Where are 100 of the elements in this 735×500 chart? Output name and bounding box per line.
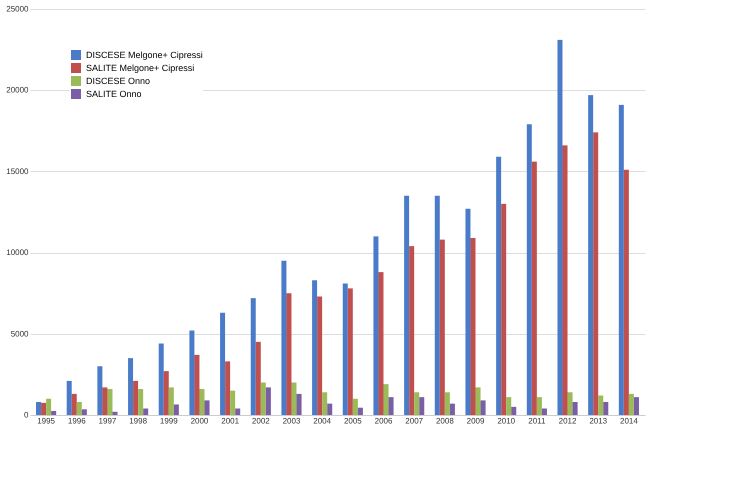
bar xyxy=(373,236,378,415)
x-tick-label: 2006 xyxy=(374,416,393,426)
bar xyxy=(618,104,624,415)
bar xyxy=(256,342,261,415)
bar xyxy=(557,40,562,415)
y-tick-label: 5000 xyxy=(10,329,30,338)
legend-label: DISCESE Onno xyxy=(86,76,150,86)
bar xyxy=(624,170,629,415)
bar xyxy=(204,400,210,415)
bar xyxy=(588,95,594,415)
bar xyxy=(107,389,112,415)
x-tick-label: 2000 xyxy=(190,416,209,426)
bar xyxy=(51,410,56,415)
bar xyxy=(143,408,148,415)
bar xyxy=(414,392,420,415)
bar xyxy=(470,238,476,415)
x-tick-label: 2007 xyxy=(405,416,424,426)
bar xyxy=(102,387,108,415)
y-tick-label: 25000 xyxy=(6,4,30,14)
bar xyxy=(598,396,604,415)
x-tick-label: 2004 xyxy=(313,416,332,426)
bar xyxy=(444,392,450,415)
bar xyxy=(568,392,573,415)
y-tick-label: 20000 xyxy=(6,86,30,95)
bar xyxy=(384,384,389,415)
bar xyxy=(133,380,138,415)
bar xyxy=(66,380,72,415)
bar xyxy=(46,398,52,415)
bar xyxy=(465,208,470,415)
legend-label: SALITE Melgone+ Cipressi xyxy=(86,63,194,73)
bar xyxy=(352,398,358,415)
bar xyxy=(286,293,292,415)
bar xyxy=(41,402,46,415)
bar xyxy=(501,204,506,415)
bar xyxy=(450,404,455,415)
x-tick-label: 2014 xyxy=(620,416,638,426)
bar xyxy=(158,344,164,415)
bar xyxy=(235,408,240,415)
y-tick-label: 15000 xyxy=(6,166,30,176)
bar xyxy=(82,409,87,415)
bar xyxy=(348,288,353,415)
bar xyxy=(526,124,532,415)
bar xyxy=(496,156,502,415)
y-tick-label: 10000 xyxy=(6,248,30,258)
bar xyxy=(378,272,384,415)
bar xyxy=(250,298,256,415)
bar xyxy=(562,145,568,415)
bar xyxy=(388,397,394,415)
legend-label: SALITE Onno xyxy=(86,89,142,99)
x-tick-label: 2008 xyxy=(436,416,454,426)
bar xyxy=(476,387,481,415)
bar xyxy=(76,402,82,415)
x-tick-label: 1996 xyxy=(68,416,86,426)
bar xyxy=(404,196,410,415)
x-tick-label: 2009 xyxy=(466,416,485,426)
bar xyxy=(168,387,174,415)
bar xyxy=(36,402,42,415)
bar xyxy=(532,162,537,415)
bar xyxy=(128,358,134,415)
bar xyxy=(112,412,118,415)
x-tick-label: 1997 xyxy=(98,416,117,426)
x-tick-label: 1998 xyxy=(129,416,148,426)
bar xyxy=(634,397,639,415)
x-tick-label: 2011 xyxy=(528,416,546,426)
bar xyxy=(266,387,271,415)
bar xyxy=(322,392,328,415)
x-tick-label: 2001 xyxy=(221,416,240,426)
x-tick-label: 1995 xyxy=(37,416,56,426)
bar xyxy=(342,283,348,415)
bar xyxy=(97,366,102,415)
bar xyxy=(327,404,332,415)
bar xyxy=(296,394,302,415)
x-tick-label: 1999 xyxy=(160,416,178,426)
bar xyxy=(138,389,144,415)
bar xyxy=(603,402,608,415)
bar xyxy=(281,260,286,415)
bar xyxy=(72,394,77,415)
bar xyxy=(536,397,542,415)
x-tick-label: 2012 xyxy=(558,416,577,426)
x-tick-label: 2005 xyxy=(344,416,362,426)
bar xyxy=(189,330,194,415)
bar xyxy=(194,354,200,415)
bar xyxy=(542,408,547,415)
bar xyxy=(292,382,297,415)
bar xyxy=(511,406,516,415)
bar xyxy=(220,312,226,415)
bar xyxy=(312,280,318,415)
bar xyxy=(593,132,598,415)
bar xyxy=(419,397,424,415)
bar xyxy=(174,404,179,415)
bar xyxy=(440,240,445,415)
x-tick-label: 2013 xyxy=(589,416,608,426)
bar xyxy=(225,361,230,415)
x-tick-label: 2002 xyxy=(252,416,270,426)
bar xyxy=(358,408,363,415)
bar xyxy=(260,382,266,415)
bar xyxy=(409,246,414,415)
bar xyxy=(572,402,578,415)
bar xyxy=(317,296,322,415)
bar xyxy=(480,400,486,415)
